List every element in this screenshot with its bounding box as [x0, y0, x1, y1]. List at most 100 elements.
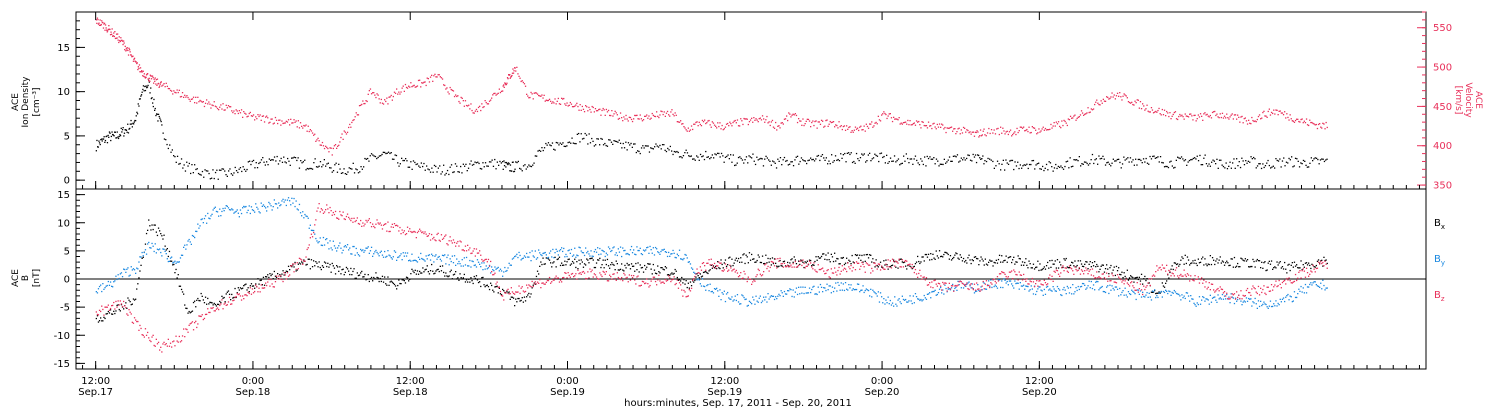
- density-point-985: [1308, 166, 1310, 168]
- density-point-175: [259, 161, 261, 164]
- velocity-point-895: [993, 129, 995, 131]
- velocity-point-449: [511, 74, 513, 77]
- velocity-point-771: [859, 126, 861, 128]
- bx-point-332: [458, 279, 460, 281]
- velocity-point-314: [373, 92, 375, 94]
- velocity-point-529: [594, 108, 597, 110]
- velocity-point-317: [376, 93, 378, 95]
- density-point-210: [305, 169, 307, 171]
- velocity-point-414: [482, 106, 484, 109]
- velocity-point-662: [740, 118, 742, 120]
- bx-point-1116: [1314, 266, 1316, 268]
- velocity-point-189: [236, 110, 238, 112]
- by-point-253: [372, 255, 374, 257]
- velocity-point-995: [1103, 100, 1106, 102]
- by-point-535: [680, 258, 682, 260]
- density-point-810: [1078, 156, 1080, 158]
- velocity-point-631: [706, 122, 708, 124]
- by-point-898: [1076, 289, 1078, 292]
- density-point-212: [308, 168, 310, 170]
- bx-point-386: [517, 297, 519, 300]
- by-point-562: [709, 283, 711, 285]
- bx-point-780: [947, 253, 949, 256]
- bx-point-20: [117, 304, 119, 306]
- bz-point-334: [460, 241, 462, 243]
- bz-point-176: [287, 275, 290, 277]
- density-point-427: [576, 133, 578, 135]
- by-point-63: [164, 250, 166, 252]
- bz-point-81: [184, 336, 186, 338]
- velocity-point-894: [992, 132, 994, 134]
- bx-point-330: [456, 278, 458, 280]
- by-point-196: [309, 224, 311, 226]
- bx-point-438: [574, 258, 576, 260]
- bx-point-654: [810, 259, 812, 262]
- velocity-point-897: [996, 128, 998, 130]
- by-point-168: [279, 205, 281, 207]
- bz-point-299: [422, 231, 424, 233]
- bz-point-119: [225, 304, 227, 306]
- by-point-771: [937, 292, 940, 294]
- bx-point-81: [184, 304, 186, 306]
- density-point-118: [184, 170, 187, 172]
- velocity-point-840: [934, 126, 936, 128]
- bz-point-137: [245, 294, 247, 296]
- bz-point-205: [319, 211, 321, 213]
- bx-point-29: [127, 297, 129, 299]
- velocity-point-1005: [1114, 98, 1116, 100]
- velocity-point-457: [516, 66, 518, 68]
- by-point-655: [811, 288, 813, 291]
- density-point-83: [150, 87, 152, 89]
- bx-point-863: [1038, 269, 1040, 272]
- by-point-509: [651, 252, 653, 254]
- density-point-970: [1288, 157, 1290, 160]
- bz-point-379: [509, 293, 511, 295]
- by-point-673: [830, 292, 832, 294]
- bx-point-224: [340, 273, 342, 275]
- bx-point-606: [757, 254, 759, 256]
- bz-point-361: [490, 260, 492, 263]
- bx-point-1070: [1264, 261, 1266, 263]
- density-point-423: [571, 137, 573, 139]
- bx-point-1024: [1214, 263, 1216, 266]
- by-point-174: [285, 204, 287, 207]
- velocity-point-1066: [1181, 114, 1183, 116]
- velocity-point-142: [185, 96, 187, 98]
- density-point-521: [699, 153, 702, 156]
- bz-point-339: [465, 250, 468, 252]
- by-point-146: [255, 203, 257, 205]
- velocity-point-156: [200, 100, 202, 102]
- bx-point-1055: [1248, 266, 1250, 268]
- bx-point-25: [123, 308, 125, 310]
- velocity-point-431: [500, 90, 503, 92]
- density-point-7: [100, 139, 102, 141]
- bottom-left-tick-label-4: 5: [64, 246, 70, 257]
- bx-point-419: [553, 261, 555, 263]
- density-point-992: [1317, 158, 1319, 161]
- density-point-95: [157, 113, 160, 115]
- by-point-850: [1024, 288, 1026, 290]
- bx-point-1089: [1285, 268, 1287, 270]
- bz-point-14: [111, 305, 113, 307]
- velocity-point-463: [522, 81, 524, 84]
- density-point-629: [841, 157, 843, 159]
- velocity-point-752: [838, 121, 840, 123]
- bx-point-124: [231, 293, 233, 296]
- density-point-709: [946, 161, 948, 163]
- velocity-point-141: [184, 94, 186, 96]
- bx-point-976: [1161, 282, 1163, 284]
- bx-point-784: [952, 257, 954, 260]
- bz-point-86: [189, 323, 191, 325]
- bz-point-309: [433, 236, 435, 239]
- density-point-216: [313, 162, 315, 164]
- by-point-242: [360, 248, 362, 251]
- by-point-371: [500, 270, 503, 272]
- bx-point-1045: [1237, 262, 1239, 265]
- velocity-point-1072: [1187, 116, 1190, 118]
- density-point-561: [752, 153, 754, 155]
- bz-point-310: [434, 239, 436, 241]
- velocity-point-836: [930, 125, 932, 127]
- bx-point-257: [376, 276, 378, 279]
- density-point-302: [426, 165, 428, 167]
- velocity-point-635: [710, 126, 712, 128]
